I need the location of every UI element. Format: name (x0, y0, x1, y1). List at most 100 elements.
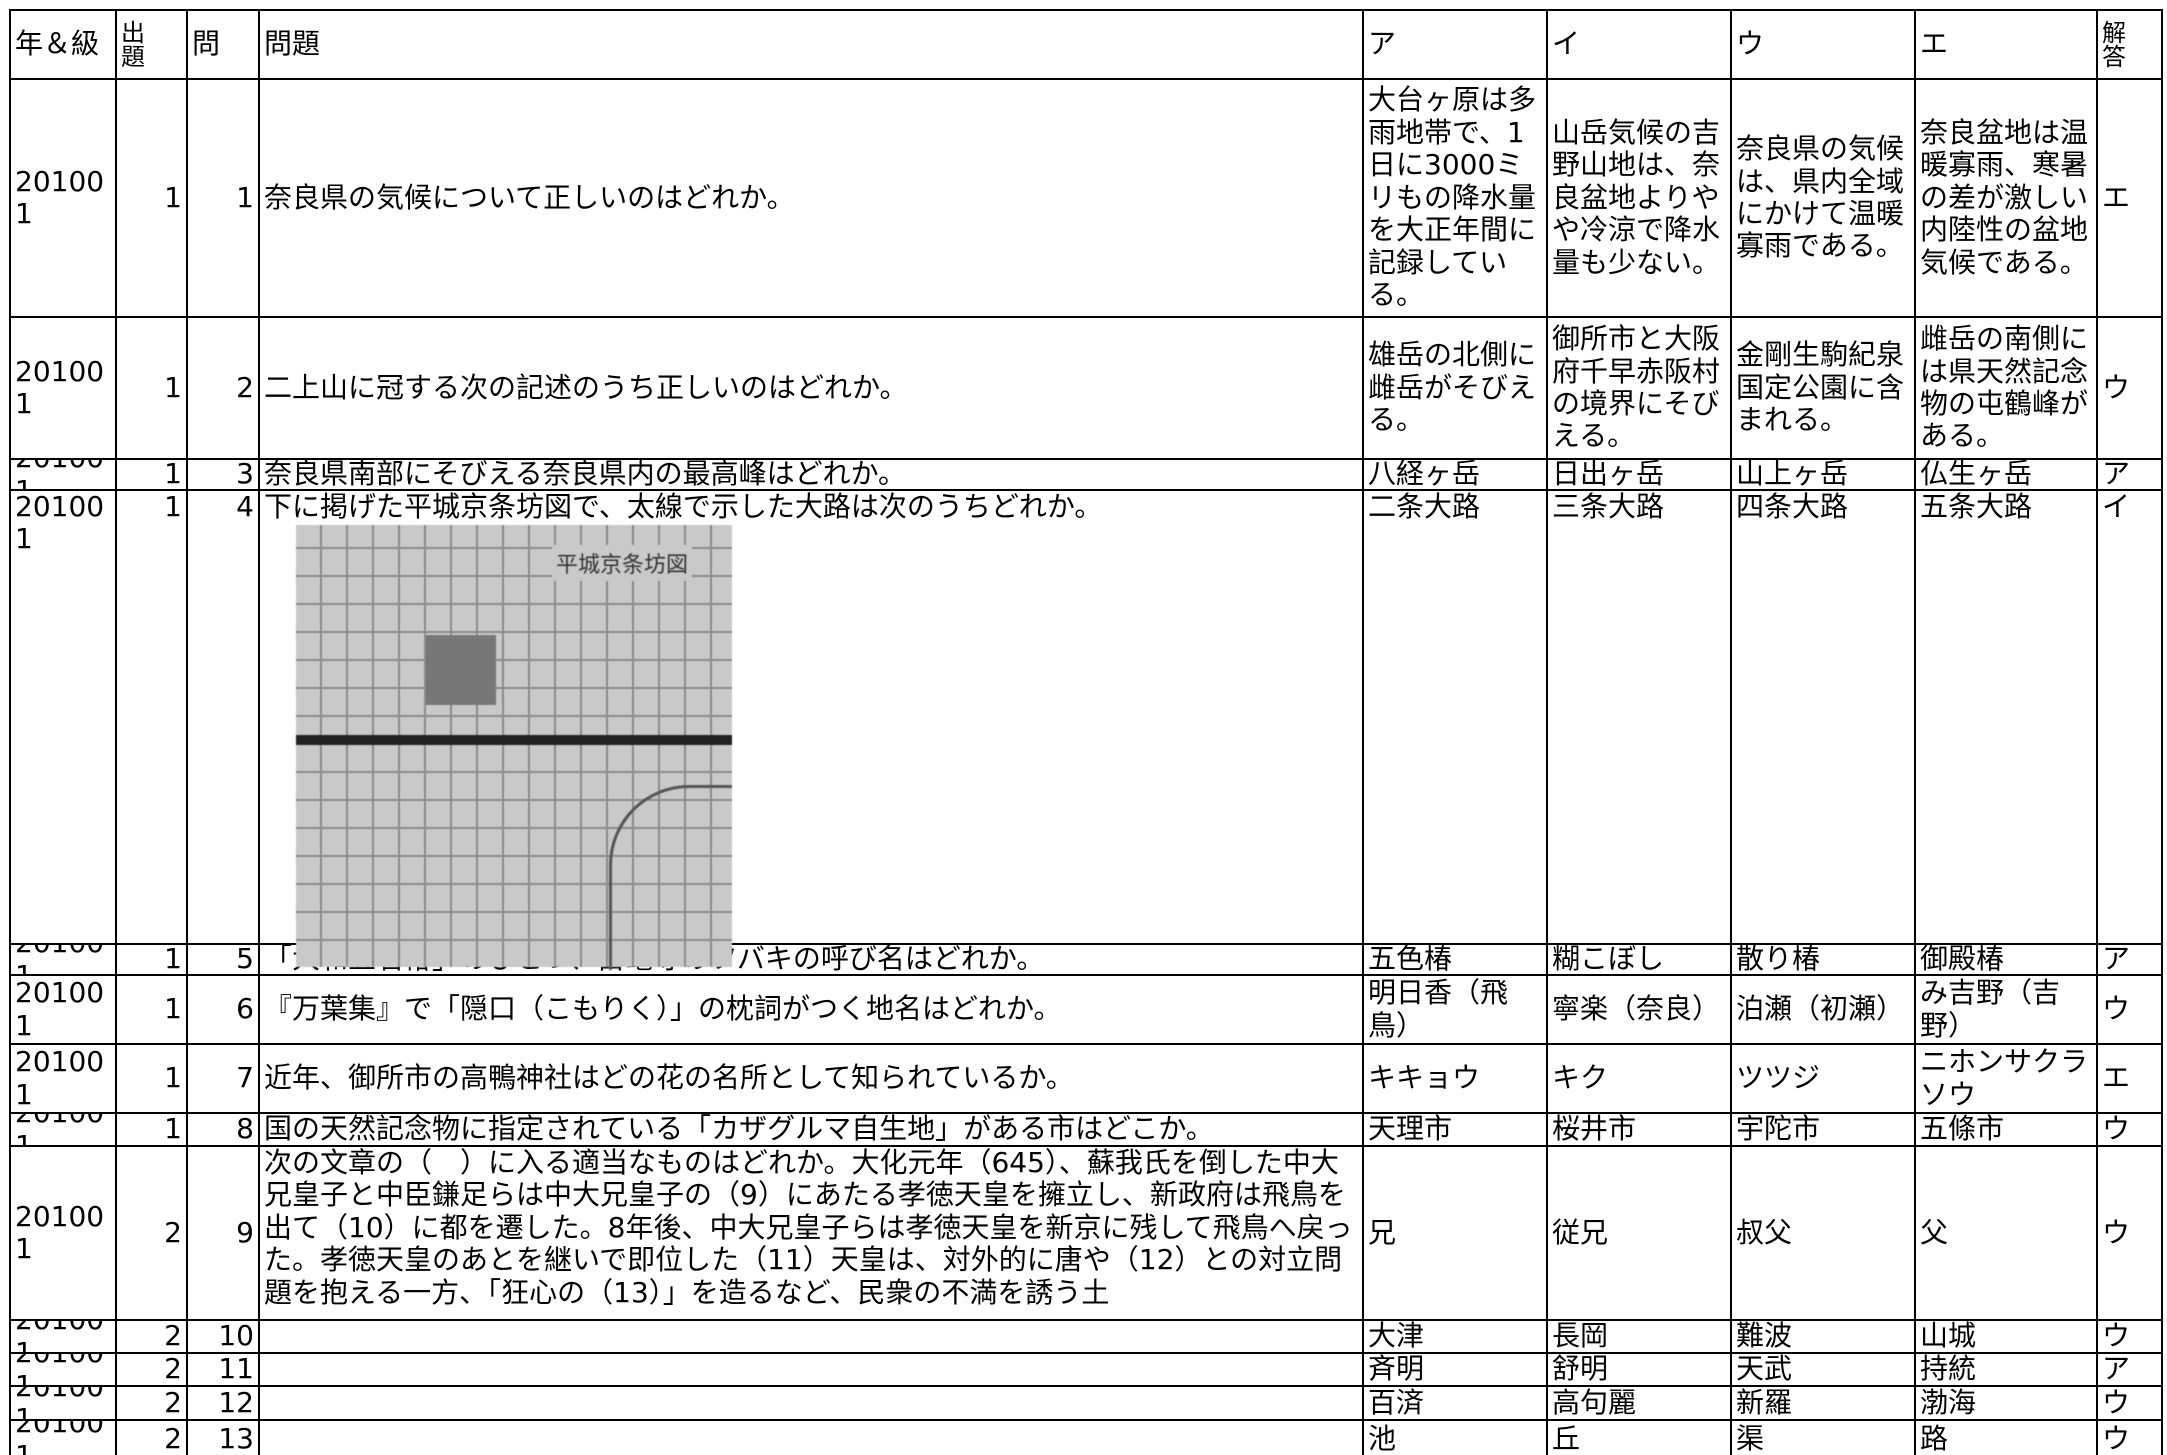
cell-text: 糊こぼし (1552, 945, 1665, 976)
cell-text: 1 (164, 1114, 182, 1146)
table-cell: 宇陀市 (1732, 1114, 1916, 1147)
table-cell: キキョウ (1364, 1045, 1548, 1114)
cell-text: 五條市 (1920, 1114, 2005, 1146)
cell-text: ウ (2102, 1114, 2131, 1146)
cell-text: 近年、御所市の高鴨神社はどの花の名所として知られているか。 (264, 1061, 1074, 1095)
header-cell: 出題 (117, 11, 188, 80)
cell-text: 問題 (264, 27, 321, 61)
table-cell: 201001 (11, 80, 117, 318)
cell-text: 渤海 (1920, 1387, 1977, 1419)
cell-text: 国の天然記念物に指定されている「カザグルマ自生地」がある市はどこか。 (264, 1114, 1214, 1146)
header-cell: 問題 (260, 11, 1364, 80)
cell-text: 1 (164, 945, 182, 976)
table-cell: 奈良県の気候は、県内全域にかけて温暖寡雨である。 (1732, 80, 1916, 318)
table-cell: 201001 (11, 976, 117, 1045)
table-cell: 父 (1916, 1147, 2098, 1321)
table-cell: 大津 (1364, 1321, 1548, 1354)
table-cell: 百済 (1364, 1387, 1548, 1421)
cell-text: 2 (164, 1422, 182, 1455)
cell-text: 201001 (15, 354, 105, 420)
table-cell: 1 (188, 80, 260, 318)
cell-text: 201001 (15, 164, 105, 230)
cell-text: 金剛生駒紀泉国定公園に含まれる。 (1736, 338, 1905, 437)
table-cell: 近年、御所市の高鴨神社はどの花の名所として知られているか。 (260, 1045, 1364, 1114)
cell-text: 201001 (15, 1354, 104, 1387)
cell-text: 大台ヶ原は多雨地帯で、1日に3000ミリもの降水量を大正年間に記録している。 (1368, 83, 1537, 312)
cell-text: 山上ヶ岳 (1736, 460, 1849, 491)
cell-text: 奈良県の気候は、県内全域にかけて温暖寡雨である。 (1736, 132, 1905, 263)
cell-text: 百済 (1368, 1387, 1425, 1419)
table-cell: 四条大路 (1732, 491, 1916, 945)
table-cell: 201001 (11, 945, 117, 976)
table-cell: 雌岳の南側には県天然記念物の屯鶴峰がある。 (1916, 318, 2098, 460)
highlight-road (296, 735, 732, 745)
cell-text: 池 (1368, 1422, 1397, 1455)
cell-text: 201001 (15, 1199, 105, 1265)
table-cell: 下に掲げた平城京条坊図で、太線で示した大路は次のうちどれか。 (260, 491, 1364, 945)
table-cell: 国の天然記念物に指定されている「カザグルマ自生地」がある市はどこか。 (260, 1114, 1364, 1147)
table-cell: 6 (188, 976, 260, 1045)
table-cell: 御所市と大阪府千早赤阪村の境界にそびえる。 (1548, 318, 1732, 460)
cell-text: 1 (164, 460, 182, 491)
table-cell: ニホンサクラソウ (1916, 1045, 2098, 1114)
table-cell: 糊こぼし (1548, 945, 1732, 976)
header-cell: ウ (1732, 11, 1916, 80)
cell-text: 201001 (15, 945, 104, 976)
table-cell: ツツジ (1732, 1045, 1916, 1114)
cell-text: 難波 (1736, 1321, 1793, 1353)
table-cell: 2 (117, 1387, 188, 1421)
cell-text: 2 (164, 1321, 182, 1353)
cell-text: 奈良盆地は温暖寡雨、寒暑の差が激しい内陸性の盆地気候である。 (1920, 115, 2089, 279)
cell-text: 1 (164, 1061, 182, 1095)
table-cell: 201001 (11, 1321, 117, 1354)
table-cell: 201001 (11, 1045, 117, 1114)
table-cell: 1 (117, 976, 188, 1045)
table-cell (260, 1387, 1364, 1421)
header-cell: イ (1548, 11, 1732, 80)
cell-text: 長岡 (1552, 1321, 1609, 1353)
table-cell: ウ (2098, 976, 2163, 1045)
table-cell (260, 1421, 1364, 1455)
cell-text: ア (2102, 945, 2131, 976)
table-cell: 叔父 (1732, 1147, 1916, 1321)
table-cell: 天理市 (1364, 1114, 1548, 1147)
table-cell: 天武 (1732, 1354, 1916, 1387)
cell-text: 6 (236, 992, 254, 1026)
cell-text: 次の文章の（ ）に入る適当なものはどれか。大化元年（645）、蘇我氏を倒した中大… (264, 1147, 1353, 1309)
cell-text: ニホンサクラソウ (1920, 1045, 2089, 1111)
cell-text: ウ (2102, 992, 2131, 1026)
table-cell: 9 (188, 1147, 260, 1321)
table-cell: 路 (1916, 1421, 2098, 1455)
header-cell: エ (1916, 11, 2098, 80)
table-cell: 新羅 (1732, 1387, 1916, 1421)
table-cell: 渠 (1732, 1421, 1916, 1455)
cell-text: 201001 (15, 491, 105, 556)
cell-text: エ (1920, 27, 1949, 61)
cell-text: キク (1552, 1061, 1609, 1095)
table-cell: 奈良県の気候について正しいのはどれか。 (260, 80, 1364, 318)
table-cell: 1 (117, 80, 188, 318)
table-cell: 2 (117, 1321, 188, 1354)
table-cell: ウ (2098, 1387, 2163, 1421)
cell-text: 雄岳の北側に雌岳がそびえる。 (1368, 338, 1537, 437)
cell-text: 天理市 (1368, 1114, 1453, 1146)
cell-text: 5 (236, 945, 254, 976)
cell-text: ウ (1736, 27, 1765, 61)
table-cell: 2 (117, 1421, 188, 1455)
table-cell: み吉野（吉野） (1916, 976, 2098, 1045)
cell-text: 五条大路 (1920, 491, 2033, 523)
cell-text: 宇陀市 (1736, 1114, 1821, 1146)
table-cell: 金剛生駒紀泉国定公園に含まれる。 (1732, 318, 1916, 460)
table-cell: 大台ヶ原は多雨地帯で、1日に3000ミリもの降水量を大正年間に記録している。 (1364, 80, 1548, 318)
table-cell: 10 (188, 1321, 260, 1354)
table-cell: 2 (117, 1354, 188, 1387)
header-cell: 解答 (2098, 11, 2163, 80)
river (609, 785, 732, 970)
cell-text: 斉明 (1368, 1354, 1425, 1386)
table-cell: 難波 (1732, 1321, 1916, 1354)
table-cell: 桜井市 (1548, 1114, 1732, 1147)
table-cell: 泊瀬（初瀬） (1732, 976, 1916, 1045)
table-cell: ウ (2098, 318, 2163, 460)
cell-text: 2 (164, 1354, 182, 1386)
